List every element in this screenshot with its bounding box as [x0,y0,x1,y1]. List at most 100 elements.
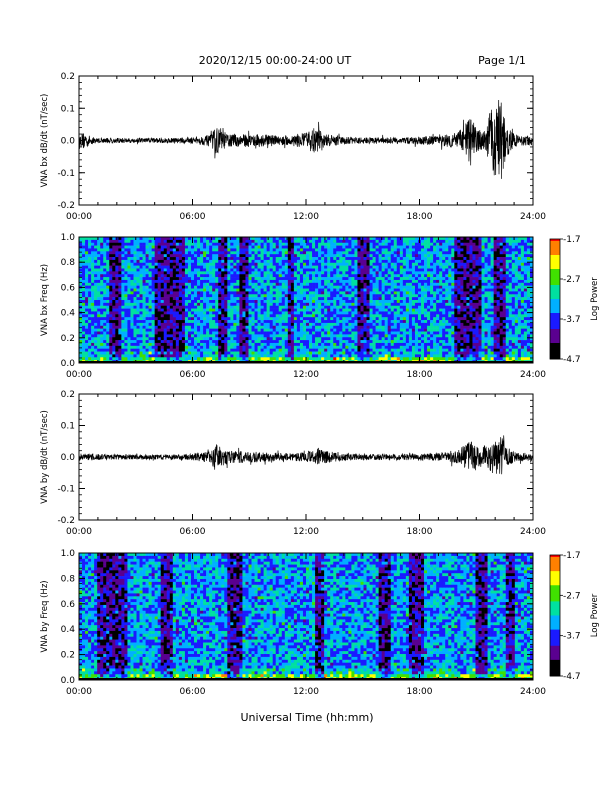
heatmap-cell [333,348,337,352]
heatmap-cell [411,297,416,301]
heatmap-cell [151,357,155,361]
heatmap-cell [312,294,316,298]
heatmap-cell [251,279,255,284]
heatmap-cell [402,291,407,295]
heatmap-cell [151,257,155,261]
heatmap-cell [275,317,280,321]
heatmap-cell [184,322,189,327]
heatmap-cell [178,245,183,249]
heatmap-cell [88,239,92,244]
heatmap-cell [82,271,86,275]
heatmap-cell [299,342,304,347]
heatmap-cell [85,285,89,289]
heatmap-cell [296,331,301,335]
heatmap-cell [106,245,110,249]
heatmap-cell [327,325,331,329]
heatmap-cell [169,279,174,284]
heatmap-cell [272,282,277,286]
heatmap-cell [351,320,355,324]
heatmap-cell [384,302,389,307]
heatmap-cell [109,348,113,352]
heatmap-cell [218,351,222,355]
heatmap-cell [142,334,146,338]
heatmap-cell [399,337,404,341]
heatmap-cell [324,357,328,361]
heatmap-cell [212,345,216,349]
heatmap-cell [272,237,277,241]
heatmap-cell [251,322,255,327]
heatmap-cell [318,308,322,312]
heatmap-cell [381,254,385,258]
heatmap-cell [190,257,195,261]
heatmap-cell [163,297,168,301]
heatmap-cell [363,342,367,347]
heatmap-cell [357,348,361,352]
heatmap-cell [187,239,192,244]
heatmap-cell [366,291,370,295]
heatmap-cell [254,259,258,264]
heatmap-cell [136,268,140,272]
heatmap-cell [290,345,295,349]
heatmap-cell [221,242,225,246]
heatmap-cell [351,311,355,315]
heatmap-cell [269,268,274,272]
heatmap-cell [318,337,322,341]
heatmap-cell [178,248,183,252]
heatmap-cell [85,320,89,324]
heatmap-cell [260,325,264,329]
heatmap-cell [130,248,134,252]
heatmap-cell [127,317,131,321]
heatmap-cell [299,268,304,272]
heatmap-cell [387,300,392,304]
heatmap-cell [260,302,264,307]
heatmap-cell [342,265,346,269]
heatmap-cell [100,345,104,349]
heatmap-cell [112,254,116,258]
heatmap-cell [306,311,310,315]
heatmap-cell [372,257,376,261]
heatmap-cell [369,237,373,241]
heatmap-cell [272,257,277,261]
heatmap-cell [281,311,286,315]
heatmap-cell [239,297,243,301]
heatmap-cell [121,285,125,289]
heatmap-cell [94,322,98,327]
heatmap-cell [372,325,376,329]
heatmap-cell [85,334,89,338]
heatmap-cell [106,262,110,266]
heatmap-cell [197,345,201,349]
heatmap-cell [318,254,322,258]
heatmap-cell [172,237,177,241]
heatmap-cell [106,282,110,286]
heatmap-cell [372,262,376,266]
heatmap-cell [408,325,413,329]
heatmap-cell [324,345,328,349]
heatmap-cell [148,340,152,344]
heatmap-cell [318,288,322,292]
heatmap-cell [139,348,143,352]
heatmap-cell [351,279,355,284]
heatmap-cell [357,294,361,298]
heatmap-cell [197,259,201,264]
heatmap-cell [299,320,304,324]
heatmap-cell [151,331,155,335]
heatmap-cell [263,277,267,281]
heatmap-cell [293,317,298,321]
heatmap-cell [345,300,349,304]
heatmap-cell [302,262,307,266]
heatmap-cell [230,354,234,358]
heatmap-cell [118,345,122,349]
heatmap-cell [115,342,119,347]
heatmap-cell [278,308,283,312]
heatmap-cell [218,254,222,258]
heatmap-cell [251,297,255,301]
heatmap-cell [169,288,174,292]
heatmap-cell [387,357,392,361]
heatmap-cell [381,317,385,321]
heatmap-cell [263,271,267,275]
heatmap-cell [127,297,131,301]
heatmap-cell [194,248,198,252]
heatmap-cell [351,357,355,361]
heatmap-cell [127,277,131,281]
heatmap-cell [142,300,146,304]
